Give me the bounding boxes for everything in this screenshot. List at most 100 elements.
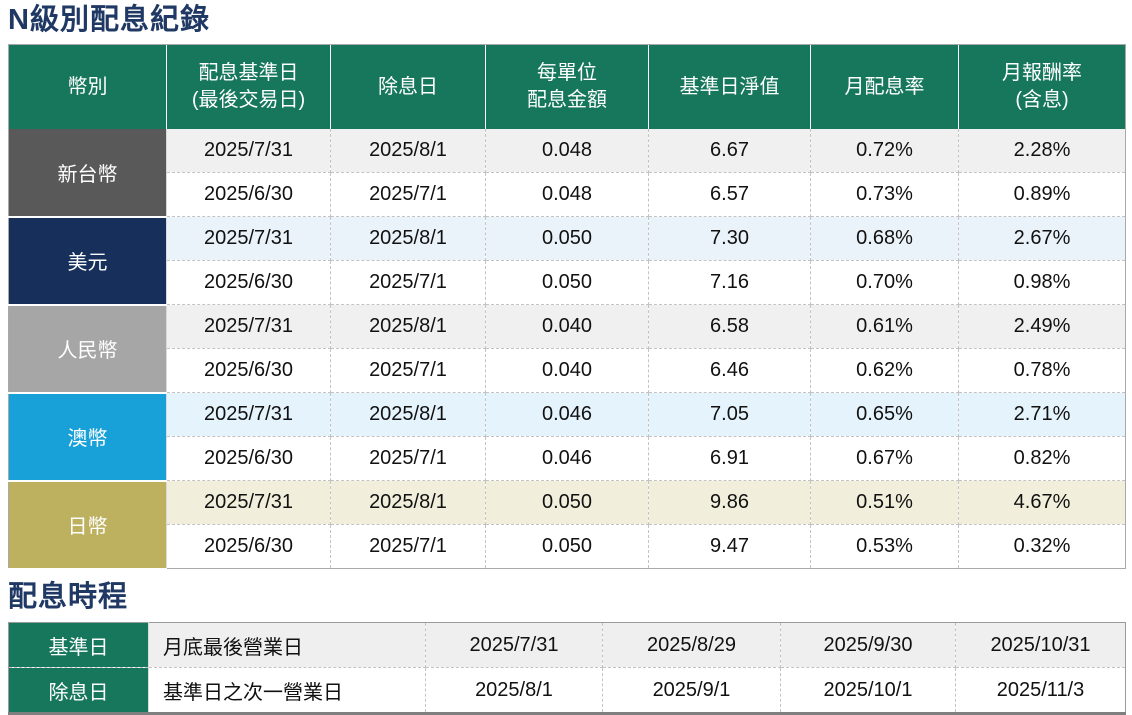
ex-date-cell: 2025/8/1	[330, 129, 486, 174]
ex-date-cell: 2025/8/1	[330, 480, 486, 526]
currency-cell-aud: 澳幣	[8, 392, 167, 482]
nav-cell: 7.05	[648, 392, 811, 438]
base-date-cell: 2025/7/31	[166, 480, 331, 526]
amount-cell: 0.050	[485, 480, 649, 526]
return-cell: 0.98%	[958, 260, 1126, 306]
schedule-table: 基準日 月底最後營業日 2025/7/31 2025/8/29 2025/9/3…	[8, 622, 1126, 715]
ex-date-cell: 2025/7/1	[330, 172, 486, 218]
table-row: 2025/6/30 2025/7/1 0.048 6.57 0.73% 0.89…	[9, 172, 1126, 218]
column-header-ex-date: 除息日	[330, 44, 486, 130]
nav-cell: 6.67	[648, 129, 811, 174]
currency-cell-usd: 美元	[8, 216, 167, 306]
nav-cell: 6.46	[648, 348, 811, 394]
nav-cell: 6.91	[648, 436, 811, 482]
rate-cell: 0.51%	[810, 480, 959, 526]
dividend-record-title: N級別配息紀錄	[8, 4, 210, 36]
schedule-date: 2025/10/31	[955, 622, 1126, 669]
rate-cell: 0.67%	[810, 436, 959, 482]
return-cell: 0.78%	[958, 348, 1126, 394]
table-row: 2025/6/30 2025/7/1 0.040 6.46 0.62% 0.78…	[9, 348, 1126, 394]
amount-cell: 0.040	[485, 304, 649, 350]
nav-cell: 7.16	[648, 260, 811, 306]
nav-cell: 6.57	[648, 172, 811, 218]
amount-cell: 0.050	[485, 216, 649, 262]
nav-cell: 9.86	[648, 480, 811, 526]
ex-date-cell: 2025/7/1	[330, 524, 486, 570]
ex-date-cell: 2025/7/1	[330, 348, 486, 394]
return-cell: 0.82%	[958, 436, 1126, 482]
schedule-date: 2025/8/1	[425, 667, 603, 715]
base-date-cell: 2025/6/30	[166, 260, 331, 306]
column-header-nav: 基準日淨值	[648, 44, 811, 130]
nav-cell: 6.58	[648, 304, 811, 350]
base-date-cell: 2025/6/30	[166, 436, 331, 482]
rate-cell: 0.61%	[810, 304, 959, 350]
header-row: 幣別 配息基準日 (最後交易日) 除息日 每單位 配息金額 基準日淨值	[8, 44, 1126, 130]
return-cell: 0.89%	[958, 172, 1126, 218]
return-cell: 4.67%	[958, 480, 1126, 526]
schedule-date: 2025/9/1	[602, 667, 781, 715]
ex-date-cell: 2025/7/1	[330, 436, 486, 482]
schedule-date: 2025/11/3	[955, 667, 1126, 715]
base-date-cell: 2025/7/31	[166, 216, 331, 262]
schedule-desc: 月底最後營業日	[148, 622, 426, 669]
table-row: 2025/6/30 2025/7/1 0.046 6.91 0.67% 0.82…	[9, 436, 1126, 482]
table-row: 基準日 月底最後營業日 2025/7/31 2025/8/29 2025/9/3…	[8, 622, 1126, 669]
schedule-date: 2025/10/1	[780, 667, 956, 715]
dividend-record-table: 幣別 配息基準日 (最後交易日) 除息日 每單位 配息金額 基準日淨值	[8, 44, 1126, 570]
schedule-desc: 基準日之次一營業日	[148, 667, 426, 715]
amount-cell: 0.050	[485, 524, 649, 570]
table-row: 澳幣 2025/7/31 2025/8/1 0.046 7.05 0.65% 2…	[8, 392, 1126, 482]
base-date-cell: 2025/7/31	[166, 304, 331, 350]
base-date-cell: 2025/6/30	[166, 348, 331, 394]
table-row: 除息日 基準日之次一營業日 2025/8/1 2025/9/1 2025/10/…	[8, 667, 1126, 715]
schedule-label-base-date: 基準日	[8, 622, 149, 669]
table-row: 新台幣 2025/7/31 2025/8/1 0.048 6.67 0.72% …	[8, 129, 1126, 218]
ex-date-cell: 2025/7/1	[330, 260, 486, 306]
base-date-cell: 2025/6/30	[166, 524, 331, 570]
amount-cell: 0.048	[485, 172, 649, 218]
schedule-date: 2025/9/30	[780, 622, 956, 669]
currency-cell-jpy: 日幣	[8, 480, 167, 570]
ex-date-cell: 2025/8/1	[330, 304, 486, 350]
base-date-cell: 2025/7/31	[166, 129, 331, 174]
amount-cell: 0.046	[485, 392, 649, 438]
return-cell: 2.49%	[958, 304, 1126, 350]
schedule-date: 2025/7/31	[425, 622, 603, 669]
ex-date-cell: 2025/8/1	[330, 216, 486, 262]
column-header-amount-per-unit: 每單位 配息金額	[485, 44, 649, 130]
amount-cell: 0.048	[485, 129, 649, 174]
column-header-monthly-rate: 月配息率	[810, 44, 959, 130]
base-date-cell: 2025/7/31	[166, 392, 331, 438]
table-row: 日幣 2025/7/31 2025/8/1 0.050 9.86 0.51% 4…	[8, 480, 1126, 570]
rate-cell: 0.70%	[810, 260, 959, 306]
table-row: 2025/6/30 2025/7/1 0.050 9.47 0.53% 0.32…	[9, 524, 1126, 570]
currency-cell-twd: 新台幣	[8, 129, 167, 218]
schedule-title: 配息時程	[8, 580, 129, 613]
table-row: 2025/6/30 2025/7/1 0.050 7.16 0.70% 0.98…	[9, 260, 1126, 306]
amount-cell: 0.046	[485, 436, 649, 482]
rate-cell: 0.62%	[810, 348, 959, 394]
base-date-cell: 2025/6/30	[166, 172, 331, 218]
return-cell: 2.71%	[958, 392, 1126, 438]
column-header-base-date: 配息基準日 (最後交易日)	[166, 44, 331, 130]
rate-cell: 0.72%	[810, 129, 959, 174]
rate-cell: 0.65%	[810, 392, 959, 438]
return-cell: 0.32%	[958, 524, 1126, 570]
amount-cell: 0.040	[485, 348, 649, 394]
table-row: 人民幣 2025/7/31 2025/8/1 0.040 6.58 0.61% …	[8, 304, 1126, 394]
return-cell: 2.28%	[958, 129, 1126, 174]
schedule-date: 2025/8/29	[602, 622, 781, 669]
nav-cell: 7.30	[648, 216, 811, 262]
column-header-monthly-return: 月報酬率 (含息)	[958, 44, 1126, 130]
column-header-currency: 幣別	[8, 44, 167, 130]
nav-cell: 9.47	[648, 524, 811, 570]
table-row: 美元 2025/7/31 2025/8/1 0.050 7.30 0.68% 2…	[8, 216, 1126, 306]
schedule-label-ex-date: 除息日	[8, 667, 149, 715]
amount-cell: 0.050	[485, 260, 649, 306]
rate-cell: 0.73%	[810, 172, 959, 218]
currency-cell-cny: 人民幣	[8, 304, 167, 394]
ex-date-cell: 2025/8/1	[330, 392, 486, 438]
return-cell: 2.67%	[958, 216, 1126, 262]
